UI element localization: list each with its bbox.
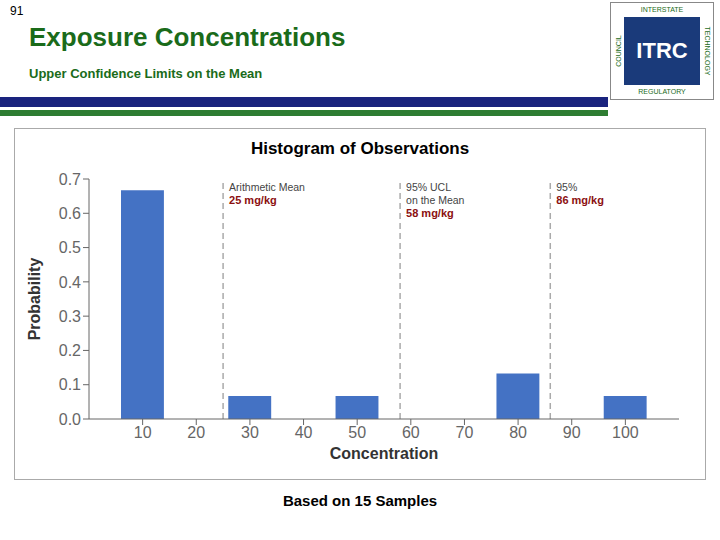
svg-text:95% UCL: 95% UCL bbox=[406, 181, 451, 193]
svg-text:0.0: 0.0 bbox=[59, 411, 81, 428]
svg-text:50: 50 bbox=[348, 424, 366, 441]
svg-text:20: 20 bbox=[187, 424, 205, 441]
html-text:ITRC: ITRC bbox=[636, 38, 688, 63]
html-text:Exposure Concentrations: Exposure Concentrations bbox=[29, 22, 346, 52]
svg-text:Concentration: Concentration bbox=[330, 445, 438, 462]
svg-text:0.5: 0.5 bbox=[59, 239, 81, 256]
svg-text:10: 10 bbox=[134, 424, 152, 441]
html-text:INTERSTATE: INTERSTATE bbox=[640, 6, 684, 13]
svg-text:70: 70 bbox=[456, 424, 474, 441]
svg-text:0.3: 0.3 bbox=[59, 308, 81, 325]
svg-text:100: 100 bbox=[612, 424, 639, 441]
svg-text:80: 80 bbox=[509, 424, 527, 441]
svg-text:25 mg/kg: 25 mg/kg bbox=[229, 194, 277, 206]
svg-text:0.1: 0.1 bbox=[59, 376, 81, 393]
svg-text:40: 40 bbox=[295, 424, 313, 441]
svg-text:58 mg/kg: 58 mg/kg bbox=[406, 207, 454, 219]
html-text:Based on 15 Samples: Based on 15 Samples bbox=[282, 492, 438, 509]
svg-text:86 mg/kg: 86 mg/kg bbox=[556, 194, 604, 206]
svg-text:on the Mean: on the Mean bbox=[406, 194, 465, 206]
svg-text:30: 30 bbox=[241, 424, 259, 441]
html-text:91: 91 bbox=[10, 4, 24, 18]
svg-text:Arithmetic Mean: Arithmetic Mean bbox=[229, 181, 305, 193]
svg-text:0.4: 0.4 bbox=[59, 274, 81, 291]
svg-text:0.2: 0.2 bbox=[59, 342, 81, 359]
html-text:Histogram of Observations: Histogram of Observations bbox=[250, 139, 470, 158]
html-text:TECHNOLOGY: TECHNOLOGY bbox=[703, 26, 711, 76]
svg-text:Probability: Probability bbox=[26, 258, 43, 341]
svg-text:0.7: 0.7 bbox=[59, 171, 81, 188]
svg-text:0.6: 0.6 bbox=[59, 205, 81, 222]
html-text:REGULATORY: REGULATORY bbox=[638, 88, 686, 95]
html-text:Upper Confidence Limits on the: Upper Confidence Limits on the Mean bbox=[29, 66, 263, 81]
svg-text:95%: 95% bbox=[556, 181, 577, 193]
html-text:COUNCIL: COUNCIL bbox=[614, 35, 622, 67]
svg-text:60: 60 bbox=[402, 424, 420, 441]
svg-text:90: 90 bbox=[563, 424, 581, 441]
